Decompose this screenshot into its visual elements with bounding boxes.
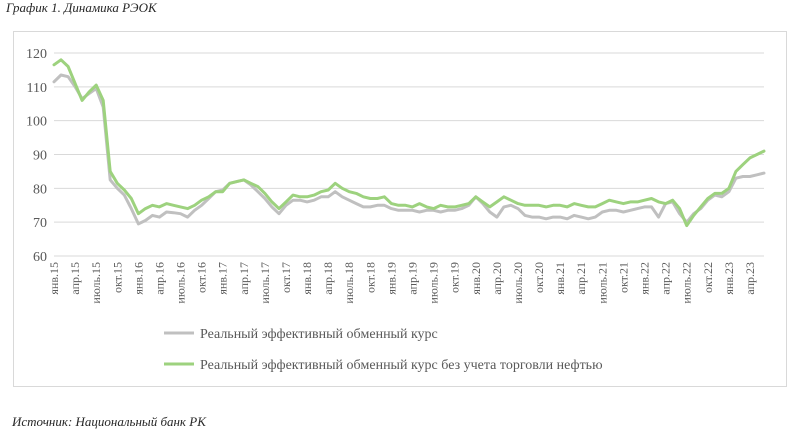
x-axis: янв.15 апр.15 июль.15 окт.15 янв.16 апр.16 июл…: [47, 262, 757, 304]
x-tick-label: апр.20: [490, 262, 504, 295]
y-tick-label: 110: [27, 81, 47, 96]
series-line-2: [52, 58, 766, 228]
x-tick-label: окт.18: [363, 262, 377, 293]
x-tick-label: янв.22: [637, 262, 651, 295]
y-tick-label: 70: [33, 216, 47, 231]
grid-lines: [54, 52, 764, 257]
x-tick-label: апр.18: [321, 262, 335, 295]
x-tick-label: июль.18: [342, 262, 356, 304]
x-tick-label: окт.16: [195, 262, 209, 293]
x-tick-label: янв.19: [384, 262, 398, 295]
legend-label-1: Реальный эффективный обменный курс: [200, 327, 438, 342]
x-tick-label: окт.17: [279, 262, 293, 293]
x-tick-label: окт.22: [701, 262, 715, 293]
x-tick-label: июль.16: [174, 262, 188, 304]
x-tick-label: янв.18: [300, 262, 314, 295]
y-axis: 60 70 80 90 100 110 120: [26, 47, 47, 265]
x-tick-label: апр.19: [406, 262, 420, 295]
y-tick-label: 120: [26, 47, 47, 62]
x-tick-label: янв.15: [47, 262, 61, 295]
x-tick-label: апр.15: [68, 262, 82, 295]
x-tick-label: июль.21: [595, 262, 609, 304]
x-tick-label: апр.16: [152, 262, 166, 295]
series-line-1: [52, 73, 766, 226]
x-tick-label: июль.17: [258, 262, 272, 304]
x-tick-label: окт.20: [532, 262, 546, 293]
figure-caption: График 1. Динамика РЭОК: [6, 0, 157, 15]
legend: Реальный эффективный обменный курс Реальн…: [164, 327, 603, 373]
line-chart: 60 70 80 90 100 110 120 янв.15 апр.15 июль.15 окт…: [26, 47, 766, 373]
legend-label-2: Реальный эффективный обменный курс без у…: [200, 358, 603, 373]
x-tick-label: янв.17: [216, 262, 230, 295]
x-tick-label: апр.22: [659, 262, 673, 295]
x-tick-label: окт.19: [448, 262, 462, 293]
y-tick-label: 100: [26, 115, 47, 130]
y-tick-label: 80: [33, 182, 47, 197]
x-tick-label: янв.21: [553, 262, 567, 295]
x-tick-label: окт.21: [616, 262, 630, 293]
chart-container: 60 70 80 90 100 110 120 янв.15 апр.15 июль.15 окт…: [13, 31, 787, 387]
x-tick-label: июль.20: [511, 262, 525, 304]
x-tick-label: июль.22: [680, 262, 694, 304]
x-tick-label: янв.16: [131, 262, 145, 295]
y-tick-label: 60: [33, 250, 47, 265]
series-lines: [52, 58, 766, 228]
source-note: Источник: Национальный банк РК: [12, 414, 206, 429]
x-tick-label: апр.21: [574, 262, 588, 295]
x-tick-label: янв.23: [722, 262, 736, 295]
x-tick-label: янв.20: [469, 262, 483, 295]
x-tick-label: июль.15: [89, 262, 103, 304]
x-tick-label: апр.23: [743, 262, 757, 295]
x-tick-label: окт.15: [110, 262, 124, 293]
x-tick-label: июль.19: [427, 262, 441, 304]
y-tick-label: 90: [33, 149, 47, 164]
x-tick-label: апр.17: [237, 262, 251, 295]
